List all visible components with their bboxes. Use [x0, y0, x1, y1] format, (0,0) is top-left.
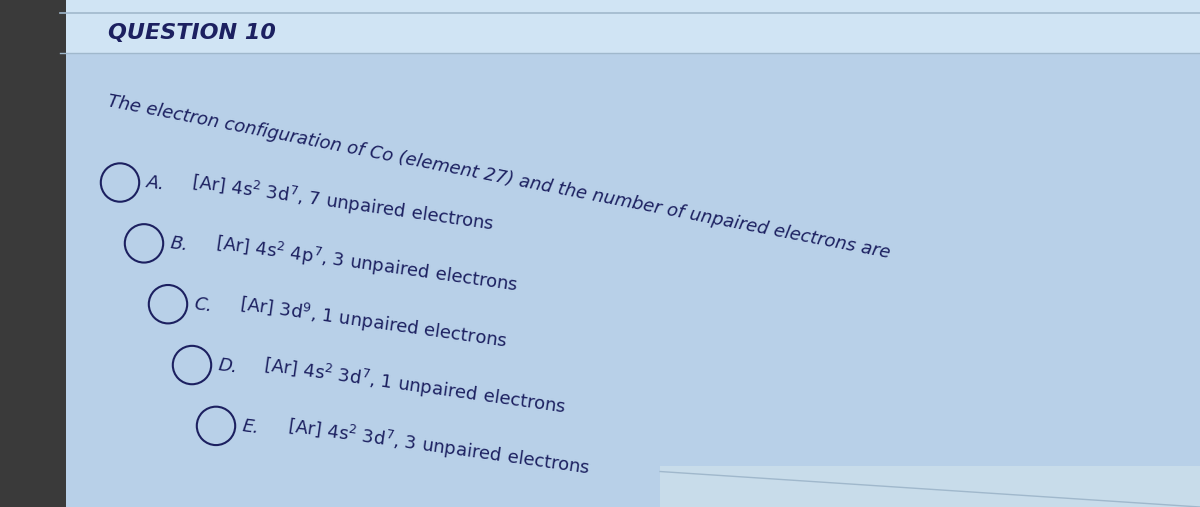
Text: $\mathrm{[Ar]\ 4s^{2}\ 3d^{7}}$, 1 unpaired electrons: $\mathrm{[Ar]\ 4s^{2}\ 3d^{7}}$, 1 unpai… — [263, 353, 568, 419]
Text: $\mathrm{[Ar]\ 3d^{9}}$, 1 unpaired electrons: $\mathrm{[Ar]\ 3d^{9}}$, 1 unpaired elec… — [239, 292, 509, 354]
Text: QUESTION 10: QUESTION 10 — [108, 23, 276, 43]
FancyBboxPatch shape — [0, 0, 1200, 53]
FancyBboxPatch shape — [660, 466, 1200, 507]
Text: $\mathrm{[Ar]\ 4s^{2}\ 3d^{7}}$, 3 unpaired electrons: $\mathrm{[Ar]\ 4s^{2}\ 3d^{7}}$, 3 unpai… — [287, 414, 592, 480]
Text: E.: E. — [241, 417, 260, 437]
Text: A.: A. — [145, 173, 166, 194]
Text: C.: C. — [193, 295, 214, 316]
Text: D.: D. — [217, 356, 239, 377]
Text: The electron configuration of Co (element 27) and the number of unpaired electro: The electron configuration of Co (elemen… — [107, 93, 892, 262]
FancyBboxPatch shape — [0, 0, 66, 507]
Text: $\mathrm{[Ar]\ 4s^{2}\ 4p^{7}}$, 3 unpaired electrons: $\mathrm{[Ar]\ 4s^{2}\ 4p^{7}}$, 3 unpai… — [215, 231, 520, 298]
Text: $\mathrm{[Ar]\ 4s^{2}\ 3d^{7}}$, 7 unpaired electrons: $\mathrm{[Ar]\ 4s^{2}\ 3d^{7}}$, 7 unpai… — [191, 170, 496, 237]
Text: B.: B. — [169, 234, 190, 255]
